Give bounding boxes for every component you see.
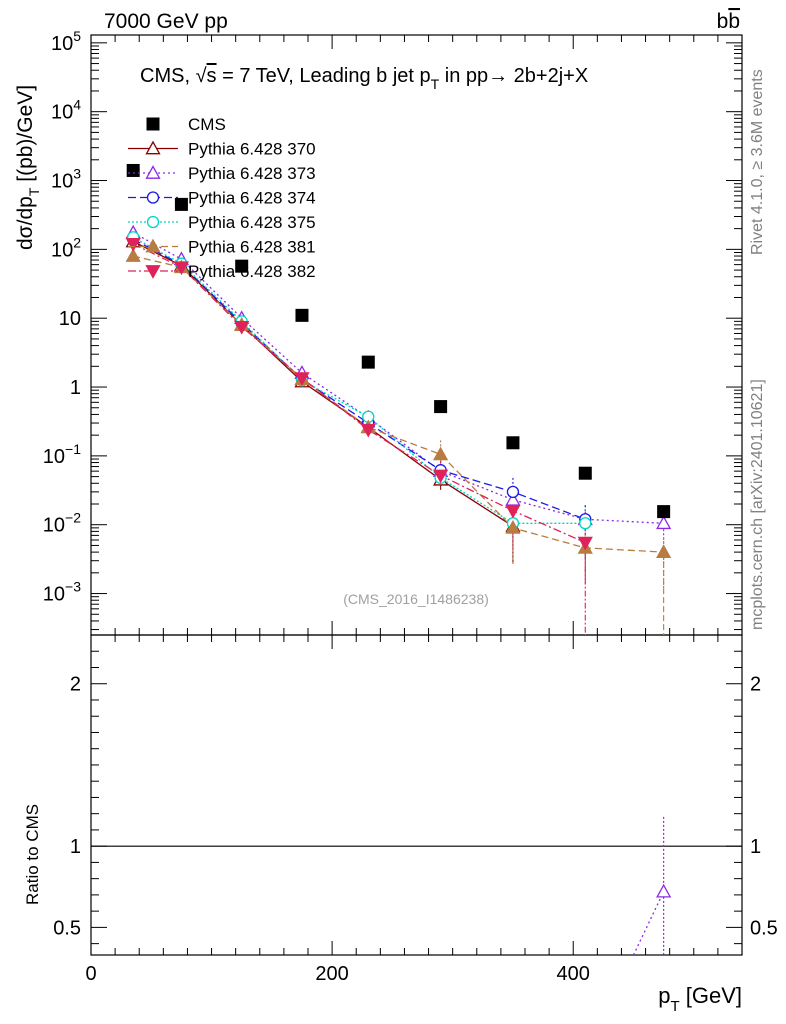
legend-marker-3 <box>146 191 160 204</box>
x-tick-label: 200 <box>315 963 348 985</box>
ratio-point <box>656 883 672 898</box>
top-right-label: bb <box>717 10 740 33</box>
data-point <box>434 400 448 414</box>
series-line-4 <box>133 255 664 553</box>
y-tick-label: 10−2 <box>43 510 81 537</box>
series-point-3 <box>579 517 592 530</box>
y-axis-label: dσ/dpT [(pb)/GeV] <box>14 85 42 250</box>
ratio-tick-label-right: 0.5 <box>750 917 778 939</box>
legend-marker-2 <box>145 165 161 179</box>
ratio-series-line <box>632 891 665 956</box>
y-tick-label: 104 <box>51 97 81 124</box>
x-axis-label: pT [GeV] <box>658 983 742 1015</box>
legend-marker-4 <box>146 215 160 229</box>
data-point <box>174 197 188 211</box>
legend-label-3: Pythia 6.428 374 <box>188 189 316 208</box>
chart-title: CMS, √s = 7 TeV, Leading b jet pT in pp→… <box>140 65 588 92</box>
ratio-tick-label-left: 2 <box>70 674 81 696</box>
data-point <box>295 308 309 322</box>
series-point-4 <box>433 446 449 461</box>
series-point-5 <box>234 320 250 335</box>
ratio-tick-label-right: 1 <box>750 836 761 858</box>
series-layer <box>125 163 672 635</box>
legend-label-6: Pythia 6.428 382 <box>188 262 316 281</box>
ratio-layer <box>91 816 742 956</box>
y-tick-label: 10−3 <box>43 579 81 606</box>
legend-marker-6 <box>145 265 161 279</box>
data-point <box>657 505 671 519</box>
series-point-5 <box>577 536 593 551</box>
series-point-5 <box>173 261 190 276</box>
x-tick-label: 400 <box>557 963 590 985</box>
data-point <box>361 355 375 369</box>
data-point <box>126 163 140 177</box>
side-text-rivet: Rivet 4.1.0, ≥ 3.6M events <box>749 69 766 255</box>
legend-marker-0 <box>146 117 160 131</box>
series-point-5 <box>125 238 141 252</box>
series-point-2 <box>506 485 520 499</box>
legend-marker-1 <box>145 140 161 155</box>
series-line-2 <box>132 238 586 520</box>
series-point-4 <box>656 544 672 558</box>
series-point-5 <box>433 469 449 484</box>
series-point-5 <box>294 372 310 386</box>
y-tick-label: 103 <box>51 166 81 193</box>
series-line-5 <box>132 243 586 544</box>
legend: CMS Pythia 6.428 370 Pythia 6.428 373 Pythi… <box>128 115 316 281</box>
y-tick-label: 10−1 <box>43 441 81 468</box>
x-tick-label: 0 <box>85 963 96 985</box>
legend-label-0: CMS <box>188 115 226 134</box>
y-tick-label: 105 <box>51 28 81 55</box>
ratio-tick-label-left: 1 <box>70 836 81 858</box>
legend-label-2: Pythia 6.428 373 <box>188 164 316 183</box>
legend-label-4: Pythia 6.428 375 <box>188 213 316 232</box>
ratio-tick-label-left: 0.5 <box>53 917 81 939</box>
series-point-1 <box>656 515 672 530</box>
ratio-y-axis-label: Ratio to CMS <box>23 804 42 905</box>
ratio-plot-frame <box>90 634 743 956</box>
series-line-3 <box>132 236 586 524</box>
series-point-5 <box>505 504 521 519</box>
y-tick-label: 102 <box>51 234 81 261</box>
data-point <box>578 466 592 480</box>
y-tick-label: 10 <box>59 308 81 330</box>
series-point-4 <box>125 248 141 262</box>
series-point-5 <box>360 423 376 438</box>
ratio-tick-label-right: 2 <box>750 674 761 696</box>
y-tick-label: 1 <box>70 377 81 399</box>
axes-layer: 0 200 400 10−3 10−2 10−1 1 10 102 103 104 105 0.5 0.5… <box>43 28 778 985</box>
top-left-label: 7000 GeV pp <box>104 10 228 33</box>
data-point <box>235 259 249 273</box>
legend-marker-5 <box>145 238 161 253</box>
series-point-4 <box>505 520 521 534</box>
side-text-mcplots: mcplots.cern.ch [arXiv:2401.10621] <box>749 379 766 630</box>
analysis-watermark: (CMS_2016_I1486238) <box>343 591 489 607</box>
data-point <box>506 436 520 450</box>
legend-label-1: Pythia 6.428 370 <box>188 140 316 159</box>
legend-label-5: Pythia 6.428 381 <box>188 238 316 257</box>
